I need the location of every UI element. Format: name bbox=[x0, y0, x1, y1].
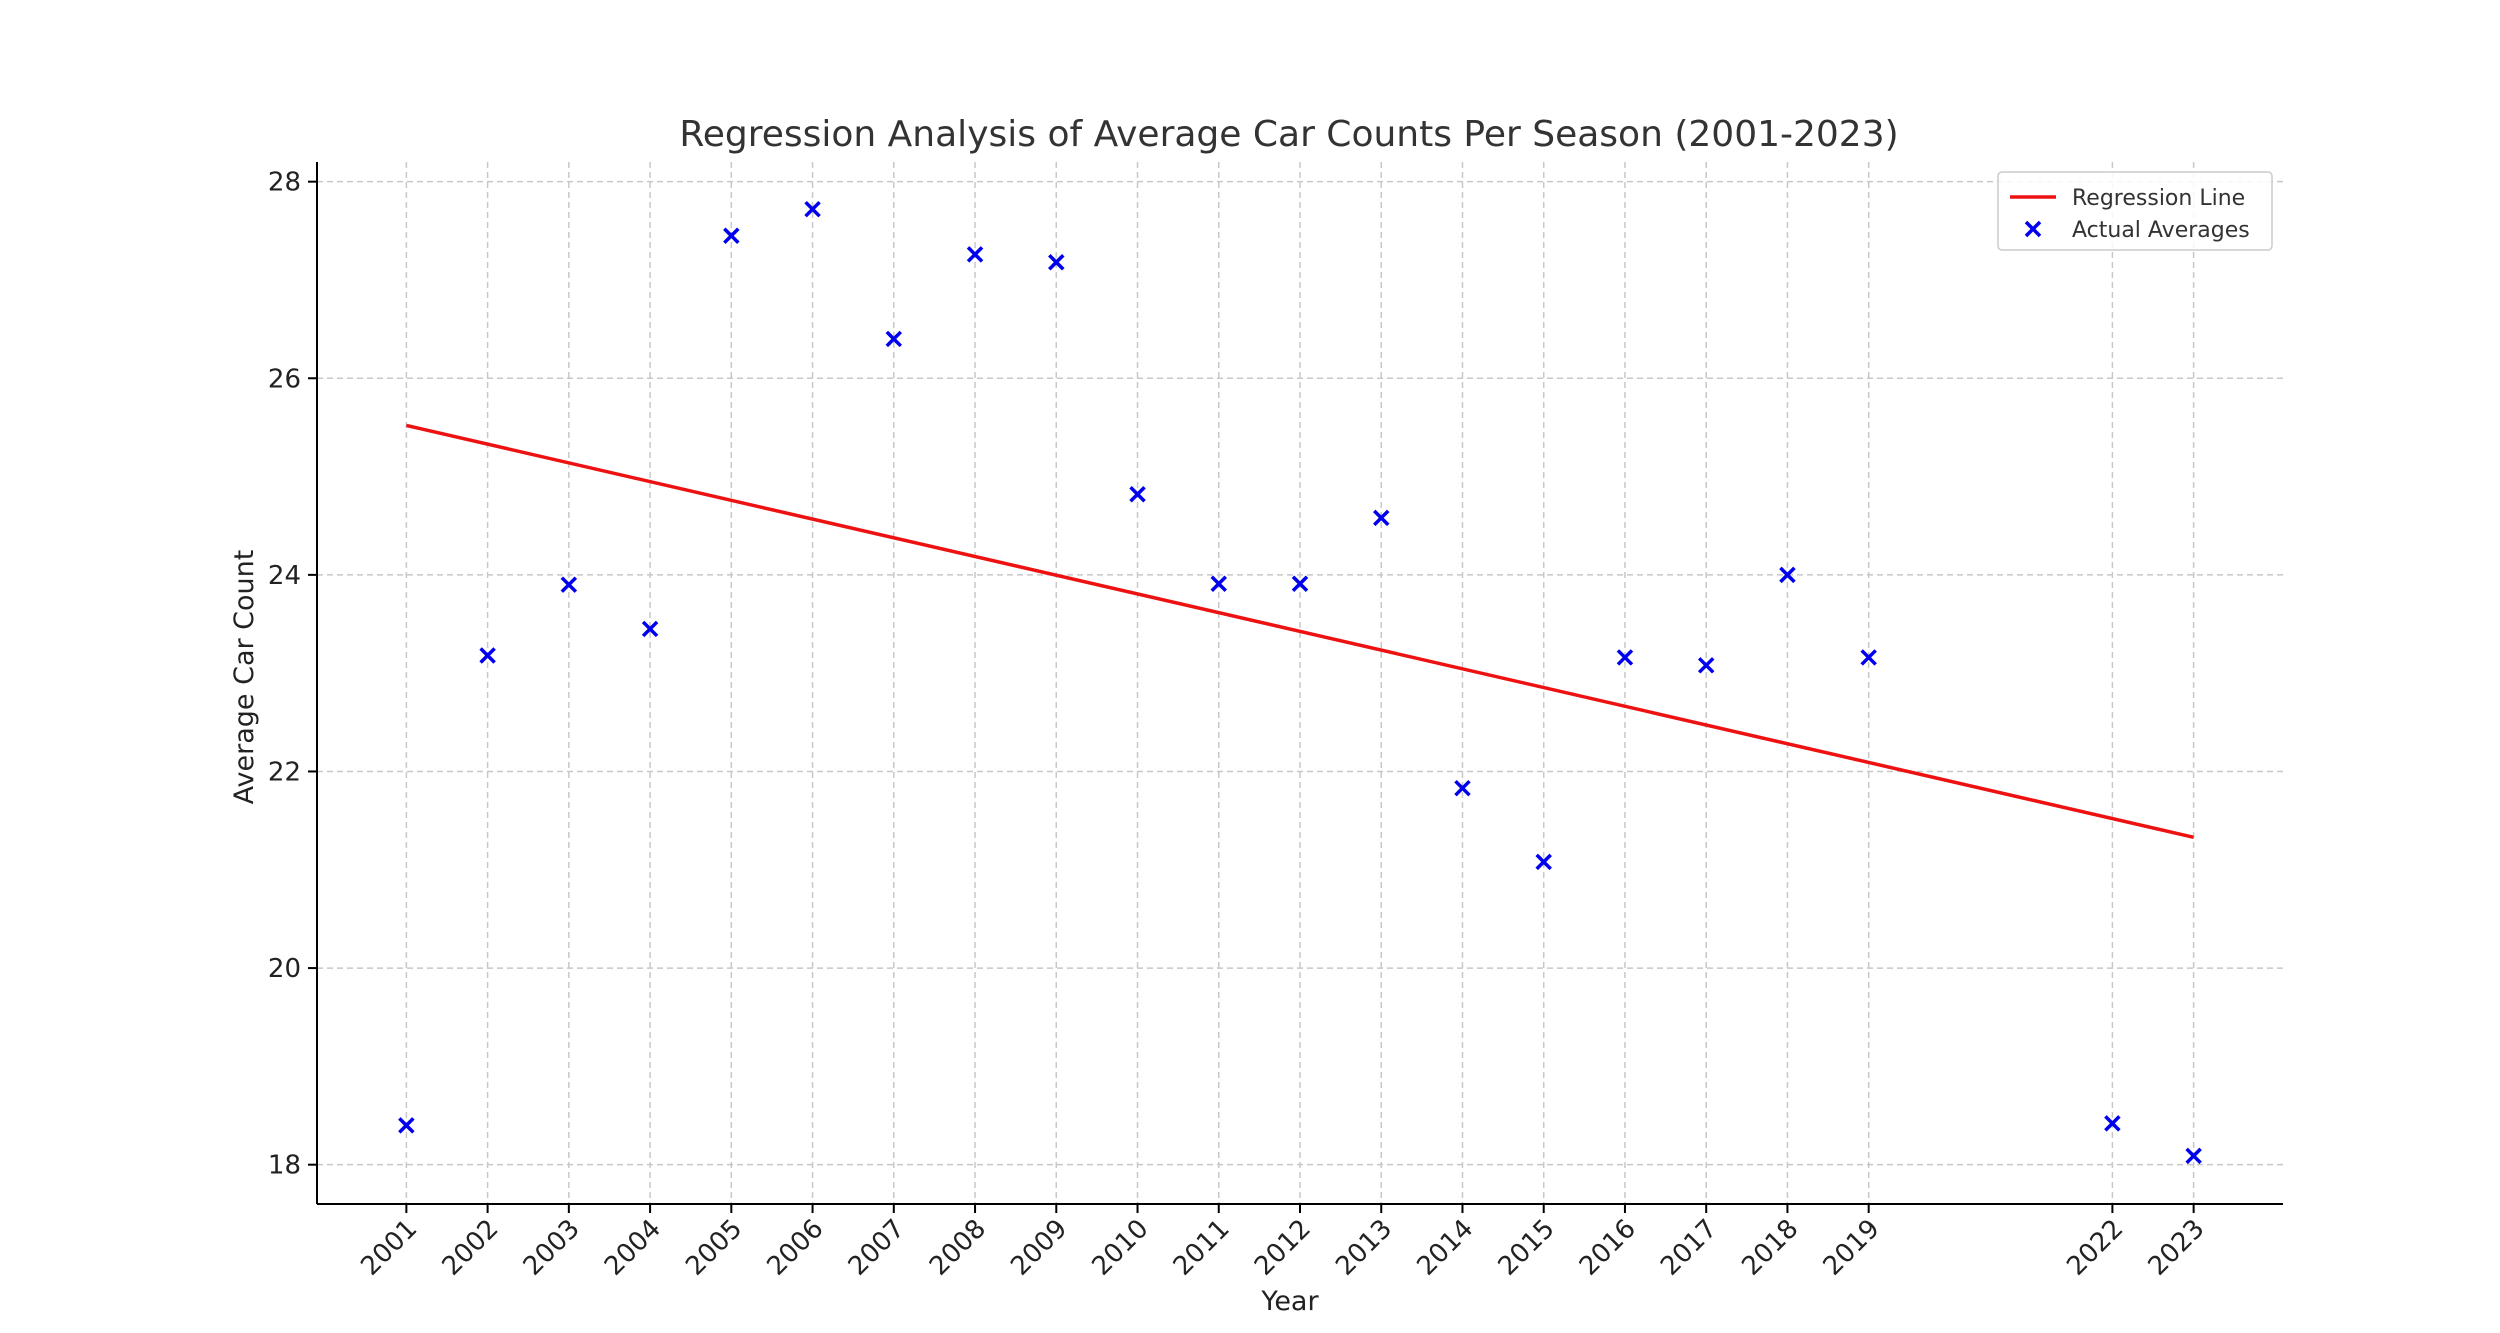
data-point bbox=[1779, 566, 1796, 584]
legend-box bbox=[1997, 171, 2273, 251]
x-tick-label: 2013 bbox=[1330, 1214, 1398, 1282]
x-tick-label: 2007 bbox=[843, 1214, 911, 1282]
x-tick-label: 2016 bbox=[1574, 1214, 1642, 1282]
y-tick-label: 28 bbox=[268, 168, 301, 198]
data-point-stroke bbox=[2185, 1147, 2202, 1165]
y-tick-label: 22 bbox=[268, 757, 301, 787]
x-tick-label: 2022 bbox=[2061, 1214, 2129, 1282]
data-point-stroke bbox=[804, 200, 821, 218]
data-point-stroke bbox=[1779, 566, 1796, 584]
data-point-stroke bbox=[560, 576, 578, 593]
data-point-stroke bbox=[1291, 575, 1309, 592]
y-tick-label: 26 bbox=[268, 364, 301, 394]
x-tick-label: 2005 bbox=[680, 1214, 748, 1282]
x-tick-label: 2014 bbox=[1411, 1214, 1479, 1282]
data-point-stroke bbox=[1129, 486, 1146, 503]
grid-layer bbox=[317, 162, 2283, 1204]
data-point-stroke bbox=[398, 1117, 415, 1134]
x-axis-label: Year bbox=[1260, 1286, 1319, 1317]
data-point bbox=[804, 200, 821, 218]
x-tick-label: 2019 bbox=[1818, 1214, 1886, 1282]
data-point-stroke bbox=[641, 620, 659, 638]
data-point-stroke bbox=[966, 246, 984, 263]
series-layer bbox=[398, 200, 2202, 1165]
data-point-stroke bbox=[885, 330, 903, 348]
x-tick-label: 2006 bbox=[762, 1214, 830, 1282]
data-point bbox=[2104, 1115, 2121, 1132]
legend-x-swatch bbox=[2024, 220, 2042, 238]
data-point bbox=[1454, 779, 1471, 797]
data-point bbox=[966, 246, 984, 263]
x-tick-label: 2004 bbox=[599, 1214, 667, 1282]
data-point bbox=[2185, 1147, 2202, 1165]
x-tick-label: 2011 bbox=[1168, 1214, 1236, 1282]
data-point bbox=[1535, 853, 1552, 871]
data-point-stroke bbox=[1860, 649, 1877, 666]
regression-line bbox=[405, 423, 2195, 840]
x-tick-label: 2010 bbox=[1086, 1214, 1154, 1282]
data-point-stroke bbox=[1616, 649, 1634, 666]
data-point bbox=[641, 620, 659, 638]
data-point bbox=[1210, 575, 1227, 592]
data-point bbox=[479, 647, 496, 664]
y-tick-label: 20 bbox=[268, 954, 301, 984]
legend: Regression Line Actual Averages bbox=[1997, 171, 2273, 251]
axes-layer: 2001 2002 2003 2004 2005 2006 2007 2008 2009 2010… bbox=[268, 162, 2283, 1282]
data-point-stroke bbox=[1210, 575, 1227, 592]
data-point bbox=[1373, 509, 1390, 527]
x-tick-label: 2002 bbox=[437, 1214, 505, 1282]
data-point bbox=[398, 1117, 415, 1134]
data-point bbox=[560, 576, 578, 593]
data-point-stroke bbox=[1454, 779, 1471, 797]
y-tick-label: 24 bbox=[268, 561, 301, 591]
data-point-stroke bbox=[1048, 254, 1065, 271]
x-tick-label: 2017 bbox=[1655, 1214, 1723, 1282]
y-tick-label: 18 bbox=[268, 1151, 301, 1181]
data-point bbox=[1616, 649, 1634, 666]
data-point bbox=[885, 330, 903, 348]
x-tick-label: 2015 bbox=[1493, 1214, 1561, 1282]
y-axis-label: Average Car Count bbox=[229, 550, 260, 805]
data-point bbox=[1291, 575, 1309, 592]
legend-label-actual: Actual Averages bbox=[2072, 218, 2250, 243]
x-tick-label: 2012 bbox=[1249, 1214, 1317, 1282]
data-point-stroke bbox=[479, 647, 496, 664]
data-point-stroke bbox=[1697, 657, 1715, 674]
data-point bbox=[1860, 649, 1877, 666]
data-point bbox=[1129, 486, 1146, 503]
data-point-stroke bbox=[1535, 853, 1552, 871]
x-tick-label: 2009 bbox=[1005, 1214, 1073, 1282]
legend-x-stroke bbox=[2024, 220, 2042, 238]
data-point-stroke bbox=[723, 227, 740, 244]
data-point-stroke bbox=[1373, 509, 1390, 527]
x-tick-label: 2023 bbox=[2143, 1214, 2211, 1282]
x-tick-label: 2003 bbox=[518, 1214, 586, 1282]
x-tick-label: 2008 bbox=[924, 1214, 992, 1282]
data-point bbox=[1697, 657, 1715, 674]
data-point-stroke bbox=[2104, 1115, 2121, 1132]
x-tick-label: 2018 bbox=[1736, 1214, 1804, 1282]
chart-title: Regression Analysis of Average Car Count… bbox=[679, 114, 1898, 155]
data-point bbox=[1048, 254, 1065, 271]
legend-label-regression: Regression Line bbox=[2072, 186, 2245, 211]
x-tick-label: 2001 bbox=[355, 1214, 423, 1282]
data-point bbox=[723, 227, 740, 244]
